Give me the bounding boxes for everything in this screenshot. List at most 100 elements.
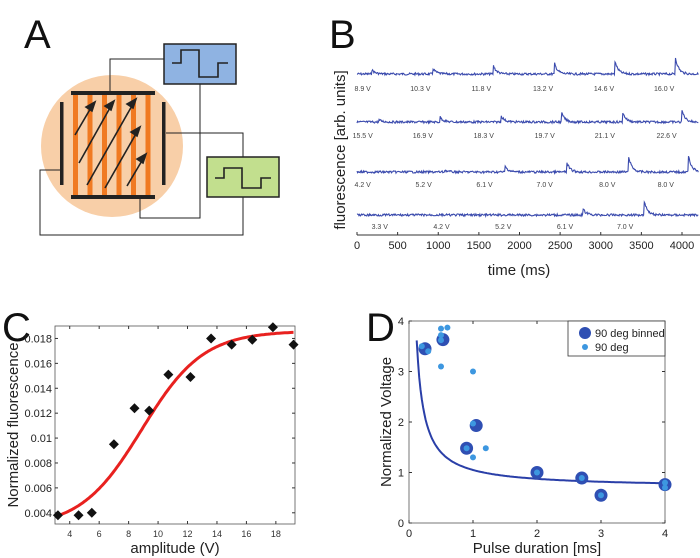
y-axis-label-c: Normalized fluorescence (5, 342, 22, 507)
raw-point (463, 445, 470, 452)
data-point-diamond (247, 334, 258, 345)
raw-point (470, 420, 476, 427)
wires (39, 58, 244, 236)
voltage-label: 7.0 V (617, 224, 634, 231)
right-electrode (162, 102, 166, 185)
raw-point (444, 324, 451, 331)
fluorescence-trace (356, 57, 699, 77)
bottom-electrode (71, 195, 155, 199)
raw-point (578, 475, 585, 482)
arrowhead-icon (135, 152, 148, 165)
data-point-diamond (267, 322, 278, 333)
voltage-label: 4.2 V (355, 182, 372, 189)
legend-label-raw: 90 deg (595, 342, 629, 354)
voltage-label: 6.1 V (476, 182, 493, 189)
y-tick-label: 0.008 (24, 458, 52, 470)
pulse-generator-green (206, 156, 280, 198)
arrow-5 (126, 158, 144, 187)
raw-point (470, 368, 476, 375)
x-tick-label: 3000 (589, 240, 613, 252)
arrow-1 (74, 105, 93, 136)
x-tick-label: 1 (470, 528, 476, 540)
x-tick-label: 8 (126, 529, 131, 539)
stripe (116, 91, 122, 199)
x-axis-label-c: amplitude (V) (130, 540, 219, 557)
voltage-label: 10.3 V (410, 86, 431, 93)
x-tick-label: 2 (534, 528, 540, 540)
stripe (145, 91, 151, 199)
x-tick-label: 1000 (426, 240, 450, 252)
x-tick-label: 18 (271, 529, 281, 539)
x-tick-label: 2500 (548, 240, 572, 252)
x-axis-label-d: Pulse duration [ms] (473, 540, 601, 557)
x-tick-label: 4000 (670, 240, 694, 252)
x-axis-b: 0 500 1000 1500 2000 2500 3000 3500 4000 (354, 232, 700, 252)
raw-point (438, 363, 444, 370)
panel-letter-d: D (366, 306, 395, 350)
square-wave-icon (215, 167, 271, 189)
raw-point (425, 348, 432, 355)
voltage-label: 6.1 V (557, 224, 574, 231)
y-tick-label: 0.012 (24, 408, 52, 420)
arrowhead-icon (84, 100, 97, 113)
y-tick-label: 3 (398, 367, 404, 379)
y-tick-label: 2 (398, 417, 404, 429)
data-point-diamond (206, 333, 217, 344)
voltage-label: 21.1 V (595, 133, 616, 140)
raw-point (598, 492, 604, 499)
raw-point (534, 469, 540, 476)
y-tick-label: 0.014 (24, 383, 52, 395)
arrowhead-icon (129, 125, 142, 138)
plot-frame-c (54, 325, 296, 525)
raw-point (470, 454, 476, 461)
electrode-diagram (39, 43, 280, 236)
legend-marker-raw (582, 344, 588, 350)
x-tick-label: 12 (183, 529, 193, 539)
fluorescence-trace (356, 110, 699, 125)
voltage-label: 3.3 V (372, 224, 389, 231)
raw-point (438, 325, 444, 332)
panel-c-scatter: 4 6 8 10 12 14 16 18 0.004 0.006 0.008 0.01 0.012 0.0… (5, 322, 299, 557)
arrowhead-icon (103, 99, 116, 112)
x-tick-label: 500 (388, 240, 406, 252)
voltage-label: 8.0 V (599, 182, 616, 189)
raw-point (438, 337, 444, 344)
raw-point (662, 479, 668, 486)
points-d (418, 324, 672, 502)
ticks-d: 0 1 2 3 4 0 1 2 3 4 (398, 316, 668, 540)
voltage-label: 4.2 V (433, 224, 450, 231)
x-tick-label: 14 (212, 529, 222, 539)
x-tick-label: 1500 (467, 240, 491, 252)
data-point-diamond (288, 339, 299, 350)
points-c (52, 322, 299, 521)
data-point-diamond (163, 369, 174, 380)
voltage-label: 8.9 V (355, 86, 372, 93)
y-tick-label: 0.016 (24, 358, 52, 370)
square-wave-icon (172, 49, 228, 78)
x-tick-label: 4 (67, 529, 72, 539)
panel-letter-b: B (329, 13, 356, 57)
stripe (102, 91, 107, 199)
voltage-label: 11.8 V (471, 86, 491, 93)
x-tick-label: 16 (241, 529, 251, 539)
voltage-label: 5.2 V (415, 182, 432, 189)
raw-point (662, 484, 668, 491)
legend-d: 90 deg binned 90 deg (567, 320, 666, 357)
y-tick-label: 0.004 (24, 508, 52, 520)
voltage-label: 18.3 V (474, 133, 495, 140)
stripe (73, 91, 78, 199)
x-tick-label: 6 (97, 529, 102, 539)
voltage-label: 19.7 V (535, 133, 556, 140)
arrow-2 (78, 105, 112, 164)
voltage-label: 14.6 V (594, 86, 615, 93)
x-tick-label: 10 (153, 529, 163, 539)
y-tick-label: 0.006 (24, 483, 52, 495)
voltage-label: 5.2 V (495, 224, 512, 231)
raw-point (482, 445, 489, 452)
raw-point (418, 343, 425, 350)
sigmoid-fit-line (55, 330, 294, 518)
y-tick-label: 0.01 (31, 433, 52, 445)
stripe (131, 91, 136, 199)
data-point-diamond (86, 507, 97, 518)
